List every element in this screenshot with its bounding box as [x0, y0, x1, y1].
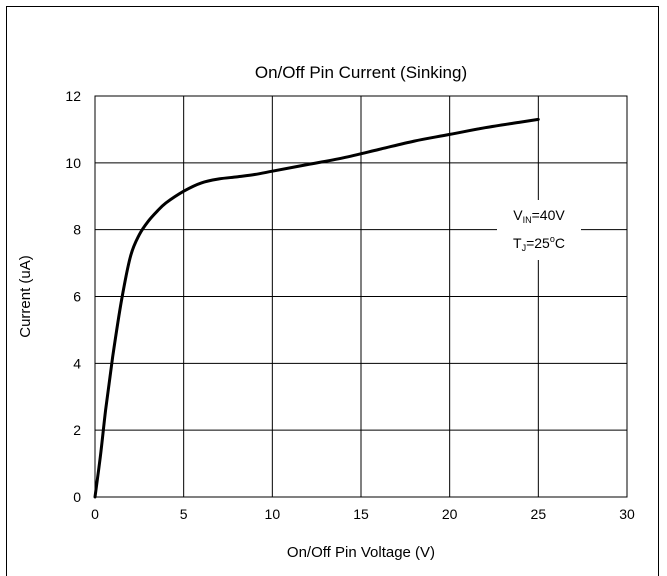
annotation-tj-main: T: [513, 235, 522, 251]
chart-frame: [6, 6, 659, 576]
x-tick-label: 10: [265, 506, 281, 522]
y-tick-label: 2: [73, 422, 81, 438]
grid-lines: [94, 95, 628, 498]
annotation-tj-sub: J: [522, 243, 527, 253]
chart-title: On/Off Pin Current (Sinking): [255, 63, 467, 82]
y-tick-label: 4: [73, 355, 81, 371]
series-line: [93, 117, 540, 499]
x-tick-label: 0: [91, 506, 99, 522]
annotation-tj-value: =25: [526, 235, 550, 251]
series-group: [93, 117, 540, 499]
y-axis-label: Current (uA): [17, 255, 34, 338]
y-tick-label: 8: [73, 222, 81, 238]
x-tick-label: 30: [619, 506, 635, 522]
x-axis-ticks: 0 5 10 15 20 25 30: [91, 506, 635, 522]
y-tick-label: 10: [65, 155, 81, 171]
annotation-vin-sub: IN: [523, 215, 532, 225]
y-axis-ticks: 0 2 4 6 8 10 12: [65, 88, 81, 505]
plot-area: [94, 95, 628, 498]
annotation-background: [497, 200, 581, 260]
annotation-vin: VIN=40V: [513, 207, 565, 225]
y-tick-label: 6: [73, 289, 81, 305]
annotation-vin-value: =40V: [532, 207, 566, 223]
y-tick-label: 12: [65, 88, 81, 104]
annotation-tj-unit: C: [555, 235, 565, 251]
annotation-tj-degree: o: [550, 234, 555, 244]
x-tick-label: 15: [353, 506, 369, 522]
annotation-tj: TJ=25oC: [513, 234, 565, 253]
x-axis-label: On/Off Pin Voltage (V): [287, 544, 435, 561]
annotation-vin-main: V: [513, 207, 523, 223]
x-tick-label: 5: [180, 506, 188, 522]
y-tick-label: 0: [73, 489, 81, 505]
x-tick-label: 20: [442, 506, 458, 522]
x-tick-label: 25: [531, 506, 547, 522]
